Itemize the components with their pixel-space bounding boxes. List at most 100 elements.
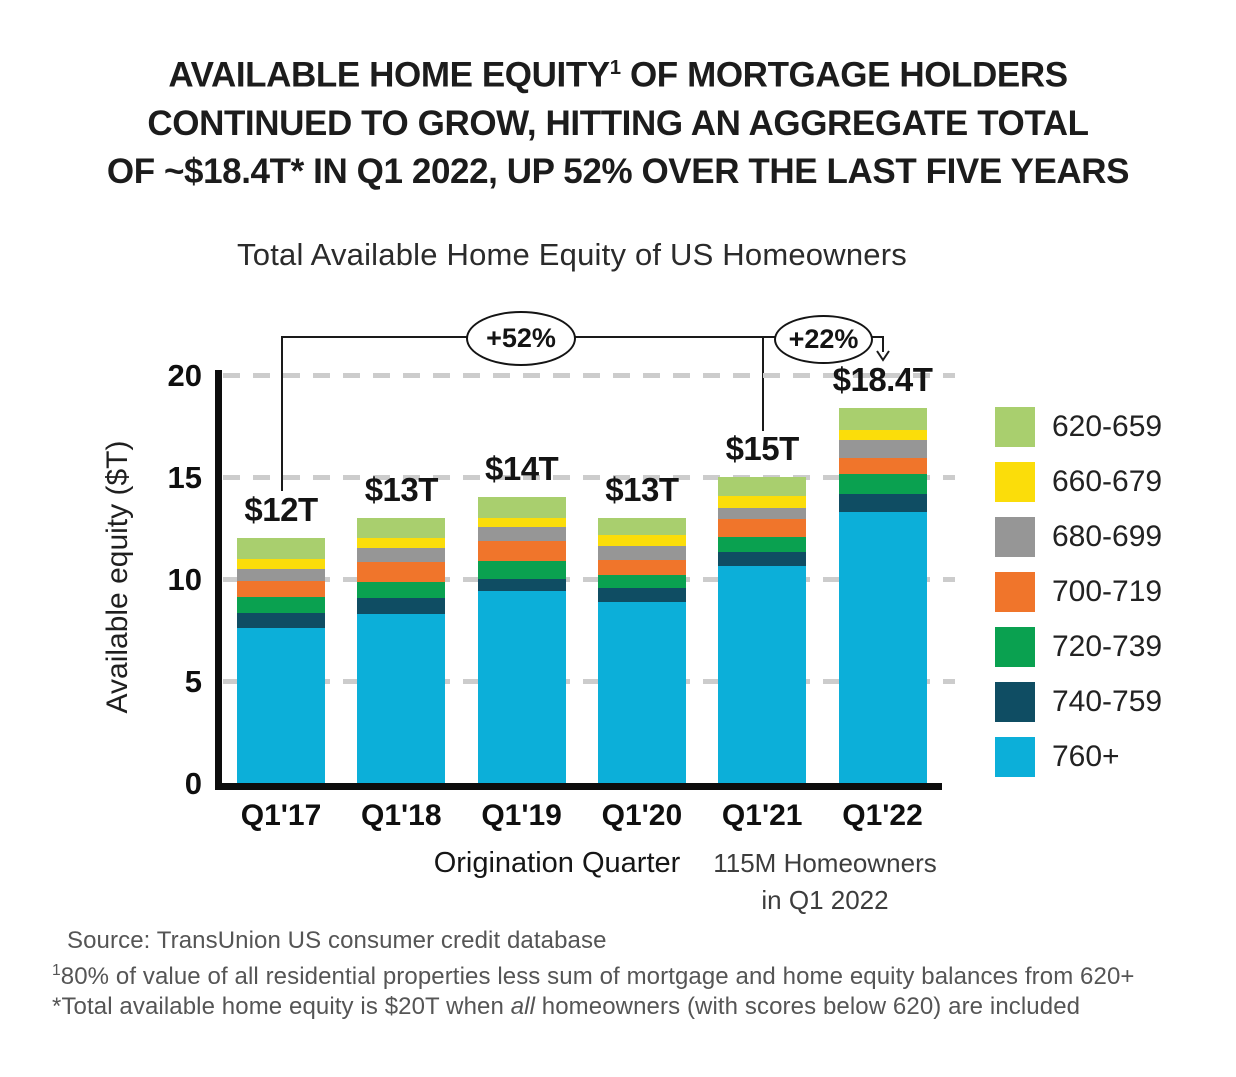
bar-Q1'20: [597, 517, 686, 783]
bar-segment-740-759: [838, 494, 927, 512]
legend-item-760+: 760+: [995, 737, 1162, 777]
bar-segment-620-659: [718, 477, 807, 497]
gridline-5: [223, 678, 955, 684]
bar-segment-700-719: [237, 581, 325, 598]
footer: Source: TransUnion US consumer credit da…: [52, 926, 1202, 1022]
bar-segment-720-739: [838, 473, 927, 495]
bar-total-label-Q1'17: $12T: [244, 491, 318, 529]
bar-segment-680-699: [477, 526, 566, 542]
source-note: Source: TransUnion US consumer credit da…: [67, 927, 607, 954]
bar-total-label-Q1'20: $13T: [605, 470, 679, 508]
growth-annotation-5yr: +52%: [466, 311, 576, 366]
gridline-20: [223, 372, 955, 378]
y-tick-label-15: 15: [167, 460, 202, 495]
bar-Q1'22: [838, 407, 927, 783]
bar-segment-660-679: [838, 430, 927, 441]
legend: 620-659 660-679 680-699 700-719 720-739 740-7…: [995, 407, 1162, 792]
x-tick-label-Q1'22: Q1'22: [842, 799, 923, 832]
legend-item-700-719: 700-719: [995, 572, 1162, 612]
x-tick-label-Q1'19: Q1'19: [481, 799, 562, 832]
footnote-2: *Total available home equity is $20T whe…: [52, 993, 1081, 1020]
gridline-15: [223, 474, 955, 480]
legend-item-680-699: 680-699: [995, 517, 1162, 557]
bar-segment-620-659: [477, 497, 566, 518]
legend-item-620-659: 620-659: [995, 407, 1162, 447]
legend-label-620-659: 620-659: [1052, 410, 1163, 443]
gridline-10: [223, 576, 955, 582]
legend-swatch-660-679: [995, 462, 1035, 502]
bar-segment-760+: [477, 591, 566, 783]
legend-swatch-700-719: [995, 572, 1035, 612]
legend-item-740-759: 740-759: [995, 682, 1162, 722]
bar-segment-720-739: [477, 560, 566, 579]
bar-segment-720-739: [718, 537, 807, 553]
bar-segment-720-739: [237, 597, 325, 613]
y-tick-label-5: 5: [184, 664, 202, 699]
bar-segment-660-679: [477, 517, 566, 527]
bar-segment-620-659: [838, 407, 927, 431]
chart-title: Total Available Home Equity of US Homeow…: [237, 237, 907, 272]
page-title-line3: OF ~$18.4T* IN Q1 2022, UP 52% OVER THE …: [106, 151, 1130, 191]
x-tick-label-Q1'18: Q1'18: [361, 799, 442, 832]
x-axis-line: [215, 783, 942, 790]
page-title-line2: CONTINUED TO GROW, HITTING AN AGGREGATE …: [147, 103, 1089, 143]
bar-segment-700-719: [357, 561, 446, 583]
legend-swatch-760+: [995, 737, 1035, 777]
legend-label-740-759: 740-759: [1052, 685, 1163, 718]
legend-item-660-679: 660-679: [995, 462, 1162, 502]
bar-Q1'21: [718, 477, 807, 783]
bar-total-label-Q1'21: $15T: [725, 430, 800, 467]
page-title: AVAILABLE HOME EQUITY1 OF MORTGAGE HOLDE…: [0, 44, 1236, 196]
bar-segment-720-739: [357, 582, 446, 599]
bar-segment-760+: [357, 613, 446, 783]
legend-label-700-719: 700-719: [1052, 575, 1163, 608]
bar-segment-680-699: [597, 546, 686, 560]
bar-segment-700-719: [597, 559, 686, 575]
bar-segment-680-699: [237, 568, 325, 581]
bar-segment-760+: [718, 565, 807, 783]
bar-segment-620-659: [597, 517, 686, 536]
legend-item-720-739: 720-739: [995, 627, 1162, 667]
bar-segment-740-759: [718, 552, 807, 566]
growth-annotation-1yr: +22%: [774, 315, 873, 364]
bar-segment-760+: [237, 627, 325, 783]
bar-total-label-Q1'22: $18.4T: [832, 360, 933, 398]
y-tick-label-10: 10: [167, 562, 202, 597]
bar-segment-680-699: [718, 507, 807, 519]
homeowners-note-line2: in Q1 2022: [761, 885, 889, 915]
bar-segment-760+: [597, 602, 686, 783]
bar-segment-740-759: [597, 588, 686, 603]
x-axis-title: Origination Quarter: [433, 847, 681, 879]
bar-segment-660-679: [718, 496, 807, 508]
bar-total-label-Q1'19: $14T: [484, 450, 559, 488]
bar-Q1'17: [237, 538, 325, 783]
bar-segment-760+: [838, 511, 927, 783]
bar-segment-740-759: [357, 598, 446, 614]
bar-Q1'18: [357, 517, 446, 783]
bar-segment-660-679: [357, 538, 446, 549]
x-tick-label-Q1'17: Q1'17: [240, 799, 322, 832]
bar-segment-660-679: [597, 535, 686, 547]
legend-label-660-679: 660-679: [1052, 465, 1163, 498]
bar-segment-700-719: [718, 518, 807, 538]
bar-segment-700-719: [838, 457, 927, 474]
legend-swatch-740-759: [995, 682, 1035, 722]
bar-total-label-Q1'18: $13T: [364, 470, 439, 508]
bar-segment-680-699: [357, 548, 446, 562]
bar-segment-720-739: [597, 574, 686, 589]
y-tick-label-0: 0: [184, 766, 202, 801]
legend-label-720-739: 720-739: [1052, 630, 1163, 663]
legend-swatch-620-659: [995, 407, 1035, 447]
legend-swatch-720-739: [995, 627, 1035, 667]
x-tick-label-Q1'20: Q1'20: [601, 799, 683, 832]
bar-segment-740-759: [237, 612, 325, 628]
title-footnote-marker: 1: [609, 57, 621, 79]
y-axis-line: [215, 370, 222, 790]
legend-label-680-699: 680-699: [1052, 520, 1163, 553]
bar-Q1'19: [477, 497, 566, 783]
bar-segment-740-759: [477, 578, 566, 592]
y-tick-label-20: 20: [167, 358, 202, 393]
bar-segment-620-659: [357, 517, 446, 539]
